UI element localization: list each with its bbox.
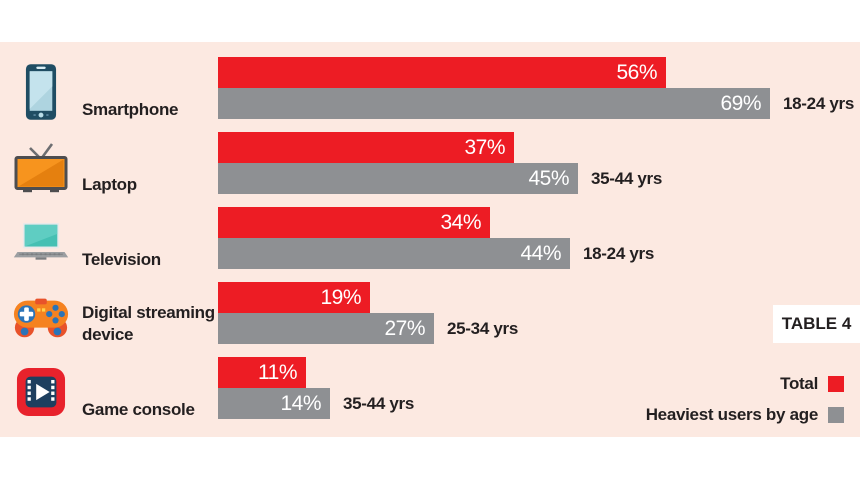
device-label: Television	[82, 250, 161, 269]
table-tag: TABLE 4	[773, 305, 860, 343]
total-bar: 34%	[218, 207, 490, 238]
heaviest-track: 45% 35-44 yrs	[218, 163, 662, 194]
total-bar: 37%	[218, 132, 514, 163]
chart-row-game-console: Game console 11% 14% 35-44 yrs	[0, 357, 860, 419]
tv-icon	[12, 141, 70, 193]
chart-row-digital-streaming-device: Digital streaming device 19% 27% 25-34 y…	[0, 282, 860, 344]
heaviest-track: 69% 18-24 yrs	[218, 88, 854, 119]
heaviest-bar: 45%	[218, 163, 578, 194]
chart-row-television: Television 34% 44% 18-24 yrs	[0, 207, 860, 269]
total-bar: 56%	[218, 57, 666, 88]
device-label: Digital streaming device	[82, 303, 215, 344]
device-label: Game console	[82, 400, 195, 419]
heaviest-track: 44% 18-24 yrs	[218, 238, 654, 269]
legend-label-total: Total	[780, 374, 818, 393]
age-annotation: 18-24 yrs	[583, 243, 655, 263]
age-annotation: 25-34 yrs	[447, 318, 519, 338]
gamepad-icon	[12, 292, 70, 342]
media-player-icon	[12, 367, 70, 417]
device-label: Smartphone	[82, 100, 179, 119]
legend-item-total: Total	[646, 374, 844, 394]
total-bar: 11%	[218, 357, 306, 388]
legend-swatch-total	[828, 376, 844, 392]
heaviest-bar: 44%	[218, 238, 570, 269]
heaviest-track: 27% 25-34 yrs	[218, 313, 518, 344]
age-annotation: 18-24 yrs	[783, 93, 855, 113]
chart-row-smartphone: Smartphone 56% 69% 18-24 yrs	[0, 57, 860, 121]
legend-swatch-heaviest-users	[828, 407, 844, 423]
heaviest-track: 14% 35-44 yrs	[218, 388, 414, 419]
laptop-icon	[12, 219, 70, 265]
legend-label-heaviest-users: Heaviest users by age	[645, 405, 819, 424]
heaviest-bar: 27%	[218, 313, 434, 344]
legend-item-heaviest-users: Heaviest users by age	[646, 405, 844, 425]
age-annotation: 35-44 yrs	[591, 168, 663, 188]
total-bar: 19%	[218, 282, 370, 313]
device-label: Laptop	[82, 175, 137, 194]
legend: Total Heaviest users by age	[646, 374, 844, 425]
heaviest-bar: 69%	[218, 88, 770, 119]
chart-row-laptop: Laptop 37% 45% 35-44 yrs	[0, 132, 860, 194]
smartphone-icon	[12, 63, 70, 121]
age-annotation: 35-44 yrs	[343, 393, 415, 413]
heaviest-bar: 14%	[218, 388, 330, 419]
